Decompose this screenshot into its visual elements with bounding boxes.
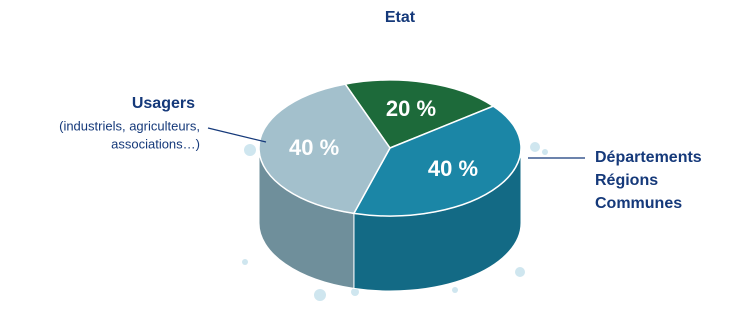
annotation: associations…) xyxy=(111,136,200,151)
chart: 20 % 40 % 40 % Etat Départements Régions Commu… xyxy=(0,0,741,312)
category-label: Départements xyxy=(595,149,702,166)
value-label: 20 % xyxy=(386,96,436,121)
category-label: Régions xyxy=(595,172,658,189)
annotation: (industriels, agriculteurs, xyxy=(59,118,200,133)
value-label: 40 % xyxy=(289,135,339,160)
category-label: Communes xyxy=(595,195,682,212)
value-label: 40 % xyxy=(428,156,478,181)
category-label: Etat xyxy=(385,9,416,26)
leader-line xyxy=(208,128,266,142)
category-label: Usagers xyxy=(132,95,195,112)
